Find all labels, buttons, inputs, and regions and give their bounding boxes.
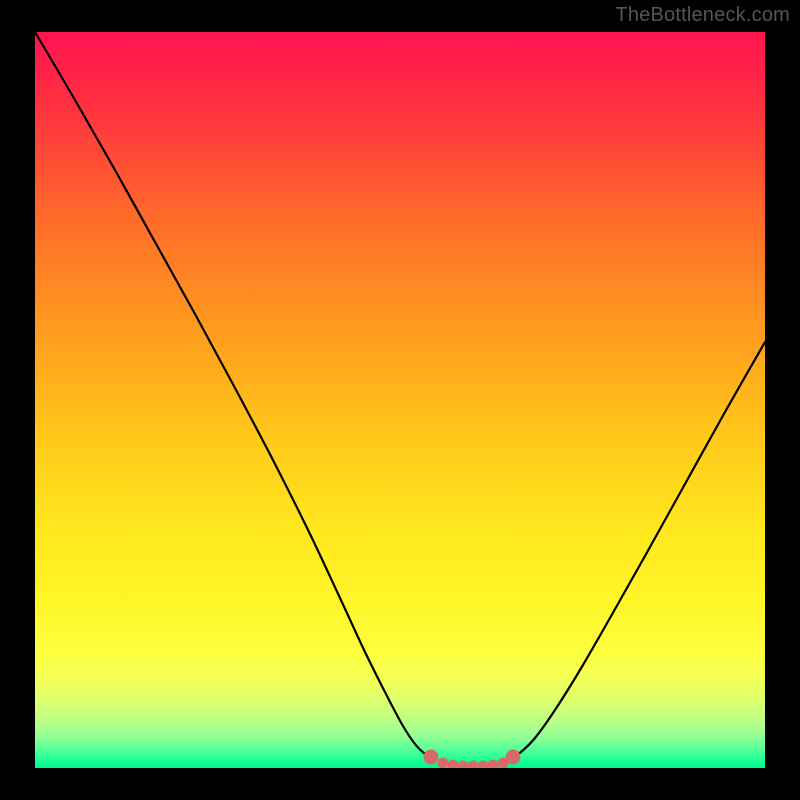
trough-dot bbox=[506, 750, 521, 765]
trough-dot bbox=[424, 750, 439, 765]
bottleneck-chart bbox=[35, 32, 765, 768]
chart-container: TheBottleneck.com bbox=[0, 0, 800, 800]
chart-svg bbox=[35, 32, 765, 768]
chart-background bbox=[35, 32, 765, 768]
trough-dot bbox=[438, 758, 449, 769]
attribution-label: TheBottleneck.com bbox=[615, 4, 790, 27]
